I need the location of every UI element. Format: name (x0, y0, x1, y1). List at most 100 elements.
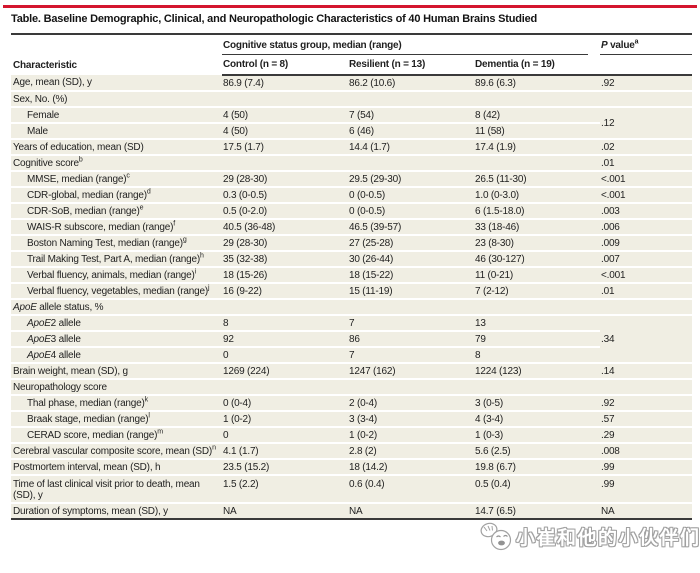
cell-characteristic: Brain weight, mean (SD), g (11, 363, 222, 380)
cell-control: 17.5 (1.7) (222, 139, 348, 156)
cell-resilient: 30 (26-44) (348, 251, 474, 268)
cell-dementia (474, 91, 600, 108)
table-row: ApoE4 allele 0 7 8 (11, 347, 692, 364)
table-row: Sex, No. (%) (11, 91, 692, 108)
cell-control: 1 (0-2) (222, 411, 348, 428)
cell-pvalue: .99 (600, 459, 692, 476)
cell-resilient: 0.6 (0.4) (348, 475, 474, 504)
col-header-resilient: Resilient (n = 13) (348, 55, 474, 76)
table-header: Characteristic Cognitive status group, m… (11, 34, 692, 76)
cell-characteristic: ApoE3 allele (11, 331, 222, 348)
cell-pvalue: <.001 (600, 187, 692, 204)
cell-characteristic: Neuropathology score (11, 379, 222, 396)
cell-control (222, 299, 348, 316)
cell-resilient: 86 (348, 331, 474, 348)
accent-bar (3, 5, 697, 8)
col-header-pvalue-spacer (600, 55, 692, 76)
table-row: Verbal fluency, vegetables, median (rang… (11, 283, 692, 300)
cell-resilient (348, 91, 474, 108)
table-row: CERAD score, median (range)m 0 1 (0-2) 1 (0… (11, 427, 692, 444)
watermark-text: 小崔和他的小伙伴们 (516, 527, 700, 549)
cell-dementia: 8 (474, 347, 600, 364)
cell-pvalue: .14 (600, 363, 692, 380)
cell-pvalue: <.001 (600, 267, 692, 284)
cell-characteristic: Duration of symptoms, mean (SD), y (11, 503, 222, 520)
cell-pvalue: .006 (600, 219, 692, 236)
cell-control: 86.9 (7.4) (222, 75, 348, 92)
group-header-label: Cognitive status group, median (range) (222, 39, 588, 55)
cell-control: 29 (28-30) (222, 171, 348, 188)
cell-pvalue: .12 (600, 107, 692, 140)
cell-characteristic: Female (11, 107, 222, 124)
cell-dementia: 0.5 (0.4) (474, 475, 600, 504)
cell-dementia: 46 (30-127) (474, 251, 600, 268)
cell-resilient: 0 (0-0.5) (348, 203, 474, 220)
watermark-mascot-icon (480, 522, 512, 551)
cell-resilient: 3 (3-4) (348, 411, 474, 428)
cell-characteristic: Verbal fluency, vegetables, median (rang… (11, 283, 222, 300)
cell-characteristic: CERAD score, median (range)m (11, 427, 222, 444)
table-row: Age, mean (SD), y 86.9 (7.4) 86.2 (10.6) 89… (11, 75, 692, 92)
cell-resilient: 46.5 (39-57) (348, 219, 474, 236)
table-row: CDR-global, median (range)d 0.3 (0-0.5) 0 … (11, 187, 692, 204)
cell-pvalue: .01 (600, 283, 692, 300)
table-row: Brain weight, mean (SD), g 1269 (224) 1247… (11, 363, 692, 380)
cell-dementia: 17.4 (1.9) (474, 139, 600, 156)
table-row: Male 4 (50) 6 (46) 11 (58) (11, 123, 692, 140)
characteristic-label: Characteristic (13, 60, 77, 71)
table-row: Cognitive scoreb .01 (11, 155, 692, 172)
cell-resilient: 0 (0-0.5) (348, 187, 474, 204)
cell-pvalue (600, 379, 692, 396)
cell-control: 23.5 (15.2) (222, 459, 348, 476)
cell-resilient: 86.2 (10.6) (348, 75, 474, 92)
cell-dementia: 23 (8-30) (474, 235, 600, 252)
cell-dementia: 13 (474, 315, 600, 332)
cell-pvalue (600, 91, 692, 108)
cell-control: 16 (9-22) (222, 283, 348, 300)
cell-control: 40.5 (36-48) (222, 219, 348, 236)
cell-control: 8 (222, 315, 348, 332)
cell-dementia: 33 (18-46) (474, 219, 600, 236)
col-header-control: Control (n = 8) (222, 55, 348, 76)
cell-dementia: 1.0 (0-3.0) (474, 187, 600, 204)
cell-resilient: 18 (14.2) (348, 459, 474, 476)
cell-control: 1.5 (2.2) (222, 475, 348, 504)
table-row: Neuropathology score (11, 379, 692, 396)
cell-pvalue: <.001 (600, 171, 692, 188)
pvalue-header-label: P valuea (600, 39, 692, 55)
col-header-dementia: Dementia (n = 19) (474, 55, 600, 76)
cell-resilient: 7 (348, 347, 474, 364)
cell-pvalue: .02 (600, 139, 692, 156)
cell-control: 35 (32-38) (222, 251, 348, 268)
cell-characteristic: WAIS-R subscore, median (range)f (11, 219, 222, 236)
cell-pvalue: .009 (600, 235, 692, 252)
table-title: Table. Baseline Demographic, Clinical, a… (11, 13, 538, 25)
cell-characteristic: Thal phase, median (range)k (11, 395, 222, 412)
cell-dementia: 79 (474, 331, 600, 348)
cell-characteristic: Male (11, 123, 222, 140)
table-row: Trail Making Test, Part A, median (range… (11, 251, 692, 268)
cell-characteristic: ApoE allele status, % (11, 299, 222, 316)
cell-dementia: 19.8 (6.7) (474, 459, 600, 476)
cell-characteristic: Postmortem interval, mean (SD), h (11, 459, 222, 476)
cell-control: 0 (222, 347, 348, 364)
cell-pvalue: NA (600, 503, 692, 520)
table-row: Duration of symptoms, mean (SD), y NA NA 14… (11, 503, 692, 520)
cell-characteristic: Years of education, mean (SD) (11, 139, 222, 156)
cell-pvalue: .57 (600, 411, 692, 428)
cell-dementia: 1224 (123) (474, 363, 600, 380)
table-row: Braak stage, median (range)l 1 (0-2) 3 (3-… (11, 411, 692, 428)
cell-dementia (474, 299, 600, 316)
cell-pvalue: .007 (600, 251, 692, 268)
cell-pvalue: .003 (600, 203, 692, 220)
table-row: ApoE allele status, % (11, 299, 692, 316)
cell-dementia: 8 (42) (474, 107, 600, 124)
cell-dementia: 11 (0-21) (474, 267, 600, 284)
cell-dementia: 4 (3-4) (474, 411, 600, 428)
cell-dementia: 7 (2-12) (474, 283, 600, 300)
cell-control: 4.1 (1.7) (222, 443, 348, 460)
col-group-header: Cognitive status group, median (range) (222, 34, 600, 55)
cell-control: 0.5 (0-2.0) (222, 203, 348, 220)
table-row: Boston Naming Test, median (range)g 29 (2… (11, 235, 692, 252)
cell-characteristic: Verbal fluency, animals, median (range)i (11, 267, 222, 284)
